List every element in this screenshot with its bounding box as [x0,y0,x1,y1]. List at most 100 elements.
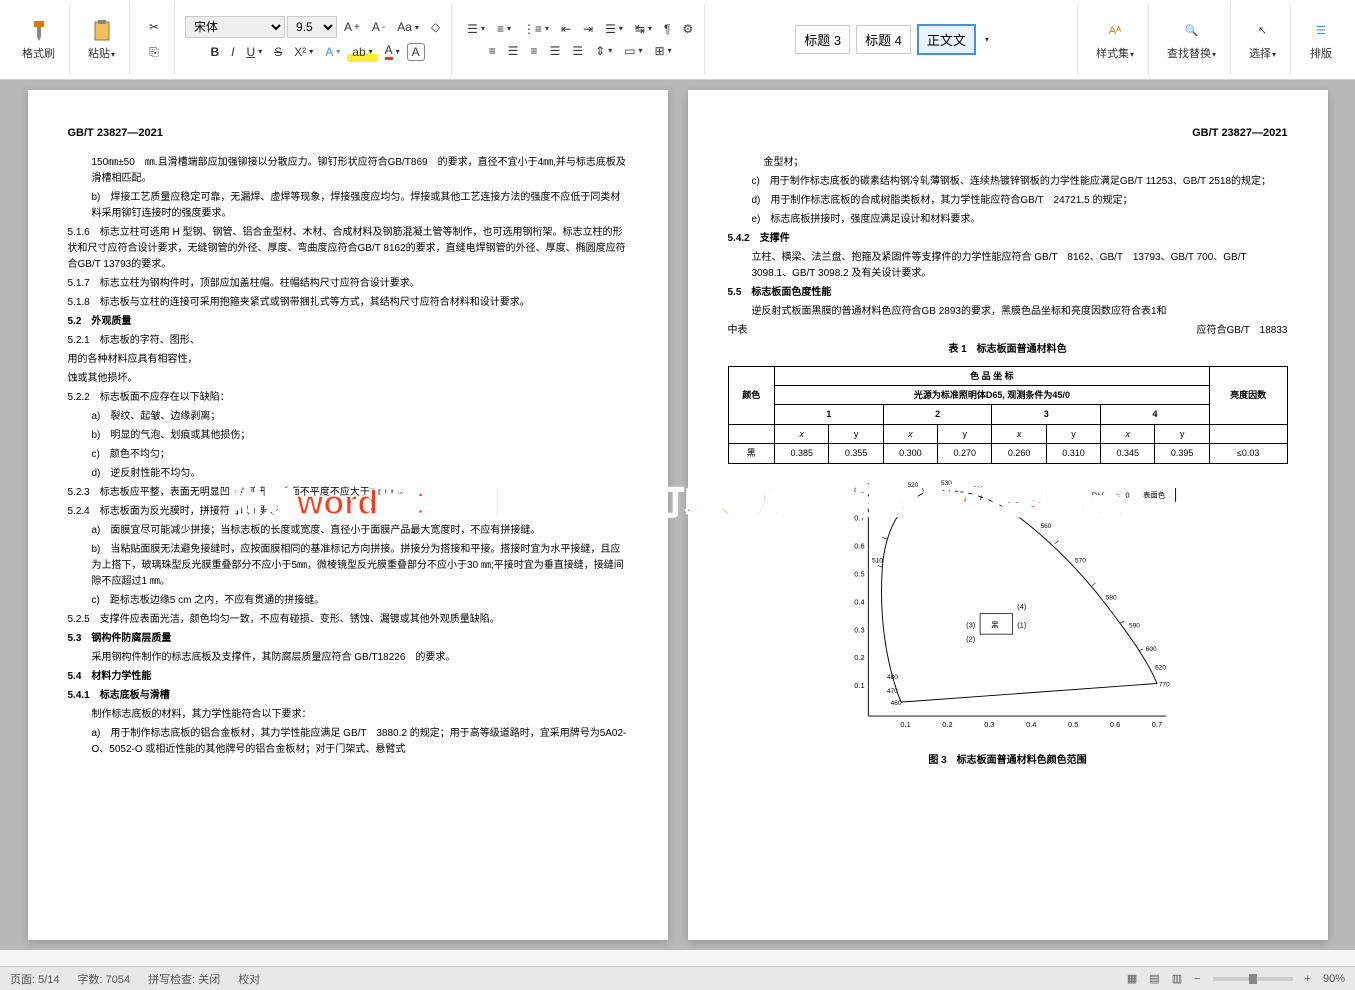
paragraph: 制作标志底板的材料，其力学性能符合以下要求： [68,707,628,723]
svg-text:770: 770 [1158,681,1169,688]
char-shading-button[interactable]: A [407,43,425,61]
find-replace-button[interactable]: 🔍 查找替换▾ [1159,15,1224,65]
paragraph: 逆反射式板面黑膜的普通材料色应符合GB 2893的要求，黑膜色品坐标和亮度因数应… [728,304,1288,320]
section-heading: 5.5 标志板面色度性能 [728,285,1288,301]
format-painter-button[interactable]: 格式刷 [14,15,63,65]
svg-text:480: 480 [886,673,897,680]
paste-button[interactable]: 粘贴▾ [80,15,123,65]
scissors-icon: ✂ [145,18,163,36]
superscript-button[interactable]: X²▾ [289,42,318,62]
shrink-font-button[interactable]: A- [367,17,390,37]
paragraph: 5.1.8 标志板与立柱的连接可采用抱箍夹紧式或钢带捆扎式等方式，其结构尺寸应符… [68,295,628,311]
tab-button[interactable]: ↹▾ [630,19,657,39]
select-button[interactable]: ↖ 选择▾ [1241,15,1284,65]
font-family-select[interactable]: 宋体 [185,16,285,38]
style-body[interactable]: 正文文 [917,24,976,55]
view-read-icon[interactable]: ▤ [1149,972,1159,985]
zoom-slider[interactable] [1213,977,1293,981]
status-wordcount[interactable]: 字数: 7054 [78,971,131,987]
styleset-button[interactable]: Aᴬ 样式集▾ [1088,15,1142,65]
shading-button[interactable]: ▭▾ [619,41,647,61]
borders-button[interactable]: ⊞▾ [650,41,677,61]
text-effect-button[interactable]: A▾ [320,42,345,62]
list-item: a) 裂纹、起皱、边缘剥离； [68,409,628,425]
cut-button[interactable]: ✂ [140,15,168,39]
style-heading3[interactable]: 标题 3 [795,25,850,54]
svg-text:0.1: 0.1 [900,720,910,729]
align-center-button[interactable]: ☰ [503,41,524,61]
styleset-label: 样式集▾ [1096,45,1134,61]
style-heading4[interactable]: 标题 4 [856,25,911,54]
svg-text:0.1: 0.1 [854,681,864,690]
status-spellcheck[interactable]: 拼写检查: 关闭 [148,971,220,987]
status-page[interactable]: 页面: 5/14 [10,971,60,987]
sort-button[interactable]: ☰▾ [600,19,628,39]
table-cell: ≤0.03 [1209,444,1287,463]
align-right-button[interactable]: ≡ [526,41,543,61]
paragraph: 150㎜±50 ㎜.且滑槽端部应加强铆接以分散应力。铆钉形状应符合GB/T869… [68,155,628,187]
svg-text:620: 620 [1155,664,1166,671]
section-subheading: 5.4.1 标志底板与滑槽 [68,688,628,704]
grow-font-button[interactable]: A+ [339,17,365,37]
list-item: c) 距标志板边缘5 cm 之内，不应有贯通的拼接缝。 [68,593,628,609]
copy-button[interactable]: ⎘ [140,41,168,65]
svg-text:0.3: 0.3 [984,720,994,729]
svg-text:黑: 黑 [991,620,999,629]
underline-button[interactable]: U▾ [242,42,268,62]
view-print-icon[interactable]: ▦ [1127,972,1137,985]
zoom-in-button[interactable]: + [1305,973,1311,985]
table-cell: y [1155,424,1209,443]
decrease-indent-button[interactable]: ⇤ [556,19,576,39]
italic-button[interactable]: I [226,42,239,62]
table-header: 3 [992,405,1101,424]
paragraph: 用的各种材料应具有相容性， [68,352,628,368]
svg-text:0.2: 0.2 [942,720,952,729]
svg-text:(3): (3) [966,620,976,629]
align-justify-button[interactable]: ☰ [545,41,566,61]
multilevel-button[interactable]: ⋮≡▾ [518,19,554,39]
strike-button[interactable]: S [269,42,287,62]
toolbar: 格式刷 粘贴▾ ✂ ⎘ 宋体 9.5 A+ A- Aa▾ ◇ B I U▾ [0,0,1355,80]
clipboard-icon [90,19,114,43]
svg-text:470: 470 [886,687,897,694]
paragraph: 5.2.2 标志板面不应存在以下缺陷： [68,390,628,406]
table-header: 光源为标准照明体D65, 观测条件为45/0 [775,385,1210,404]
paragraph: 蚀或其他损坏。 [68,371,628,387]
layout-icon: ☰ [1309,19,1333,43]
align-distribute-button[interactable]: ☰ [567,41,588,61]
highlight-button[interactable]: ab▾ [347,42,377,62]
align-left-button[interactable]: ≡ [484,41,501,61]
bold-button[interactable]: B [206,42,225,62]
table-header: 2 [883,405,992,424]
paragraph-fragment: 中表 [728,325,748,336]
page-content[interactable]: 金型材； c) 用于制作标志底板的碳素结构钢冷轧薄钢板、连续热镀锌钢板的力学性能… [728,155,1288,769]
styleset-icon: Aᴬ [1103,19,1127,43]
zoom-out-button[interactable]: − [1194,973,1200,985]
status-proof[interactable]: 校对 [238,971,260,987]
font-color-button[interactable]: A▾ [380,40,405,63]
list-item: d) 用于制作标志底板的合成树脂类板材，其力学性能应符合GB/T 24721.5… [728,193,1288,209]
layout-button[interactable]: ☰ 排版 [1301,15,1341,65]
numbering-button[interactable]: ≡▾ [492,19,516,39]
clear-format-button[interactable]: ◇ [426,17,445,37]
overlay-watermark: 附赠word版：便于编辑直接打印、方便内容复制和搜索查询 [229,475,1126,524]
svg-text:(1): (1) [1017,620,1027,629]
font-size-select[interactable]: 9.5 [287,16,337,38]
list-item: e) 标志底板拼接时，强度应满足设计和材料要求。 [728,212,1288,228]
increase-indent-button[interactable]: ⇥ [578,19,598,39]
paragraph: 立柱、横梁、法兰盘、抱箍及紧固件等支撑件的力学性能应符合 GB/T 8162、G… [728,250,1288,282]
svg-text:0.2: 0.2 [854,653,864,662]
section-heading: 5.2 外观质量 [68,314,628,330]
table-cell: 0.395 [1155,444,1209,463]
para-settings-button[interactable]: ⚙ [677,19,698,39]
zoom-level[interactable]: 90% [1323,973,1345,985]
svg-text:0.7: 0.7 [1151,720,1161,729]
svg-text:0.5: 0.5 [1068,720,1078,729]
page-content[interactable]: 150㎜±50 ㎜.且滑槽端部应加强铆接以分散应力。铆钉形状应符合GB/T869… [68,155,628,758]
line-spacing-button[interactable]: ⇕▾ [590,41,617,61]
show-marks-button[interactable]: ¶ [659,19,675,39]
bullets-button[interactable]: ☰▾ [462,19,490,39]
view-web-icon[interactable]: ▥ [1172,972,1182,985]
change-case-button[interactable]: Aa▾ [392,17,424,37]
styles-more-button[interactable]: ▾ [979,32,994,47]
